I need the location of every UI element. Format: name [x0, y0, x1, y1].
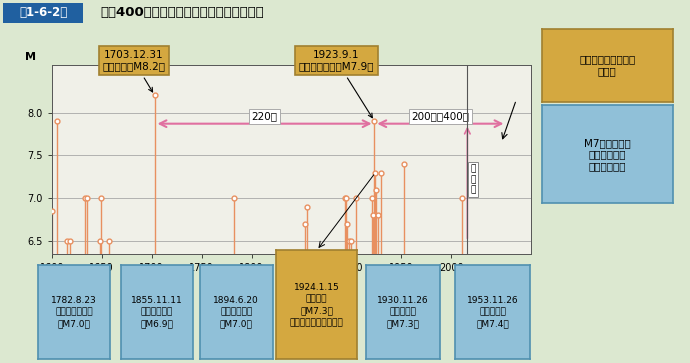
FancyBboxPatch shape [3, 3, 83, 23]
Text: 第1-6-2図: 第1-6-2図 [19, 6, 68, 19]
Text: 1782.8.23
天明小田原地震
（M7.0）: 1782.8.23 天明小田原地震 （M7.0） [51, 296, 97, 329]
Text: 1855.11.11
安政江戸地震
（M6.9）: 1855.11.11 安政江戸地震 （M6.9） [131, 296, 183, 329]
Text: 200年～400年: 200年～400年 [411, 111, 469, 121]
Text: 1894.6.20
明治東京地震
（M7.0）: 1894.6.20 明治東京地震 （M7.0） [213, 296, 259, 329]
Text: 1930.11.26
北伊豆地震
（M7.3）: 1930.11.26 北伊豆地震 （M7.3） [377, 296, 428, 329]
Text: 1923.9.1
大正関東地震（M7.9）: 1923.9.1 大正関東地震（M7.9） [299, 50, 374, 118]
Text: 1703.12.31
元禄地震（M8.2）: 1703.12.31 元禄地震（M8.2） [102, 50, 165, 92]
Text: 220年: 220年 [252, 111, 277, 121]
Text: この400年間における南関東の大きな地震: この400年間における南関東の大きな地震 [100, 6, 264, 19]
Text: 1953.11.26
房総沖地震
（M7.4）: 1953.11.26 房総沖地震 （M7.4） [467, 296, 518, 329]
Text: 1924.1.15
丹沢地震
（M7.3）
（大正関東地震余震）: 1924.1.15 丹沢地震 （M7.3） （大正関東地震余震） [290, 283, 344, 327]
Text: 現
時
点: 現 時 点 [471, 164, 475, 194]
Text: M: M [25, 52, 36, 62]
Text: 大正関東地震タイプ
の地震: 大正関東地震タイプ の地震 [579, 54, 635, 76]
Text: M7クラスの地
震が発生する
可能性が高い: M7クラスの地 震が発生する 可能性が高い [584, 138, 631, 171]
